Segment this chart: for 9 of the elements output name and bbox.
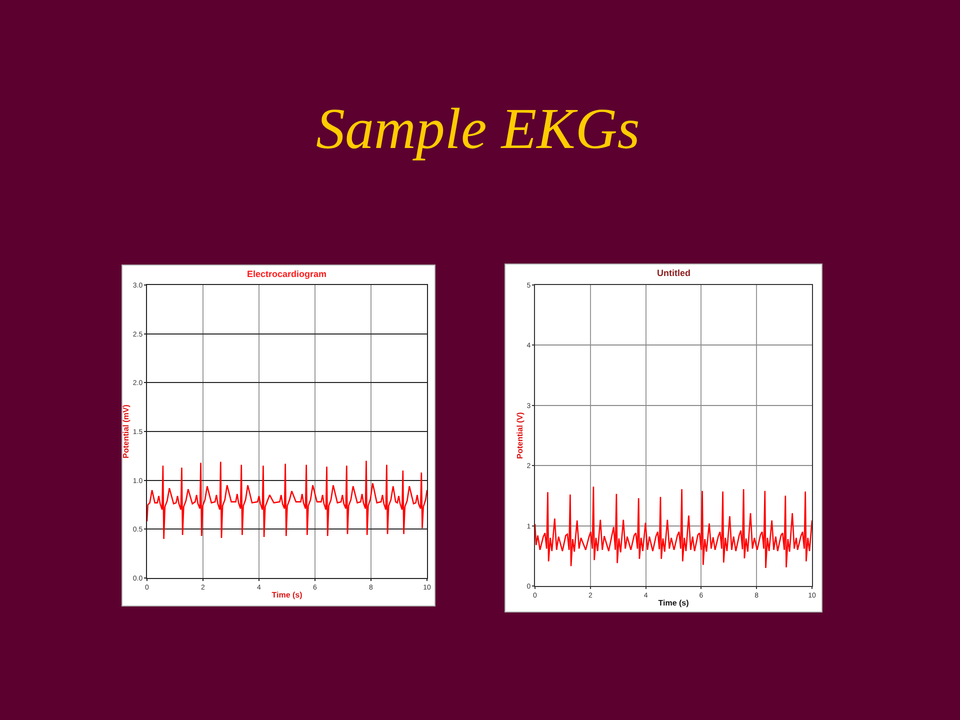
chart-title: Untitled [657,268,690,278]
x-axis-title: Time (s) [658,598,690,608]
y-axis-title: Potential (V) [515,412,524,459]
line-series [147,460,427,540]
text: Sample EKGs [316,96,640,161]
x-axis-title: Time (s) [272,590,303,600]
line-series [535,486,812,569]
y-axis-title: Potential (mV) [122,404,131,458]
chart-title: Electrocardiogram [247,269,327,279]
